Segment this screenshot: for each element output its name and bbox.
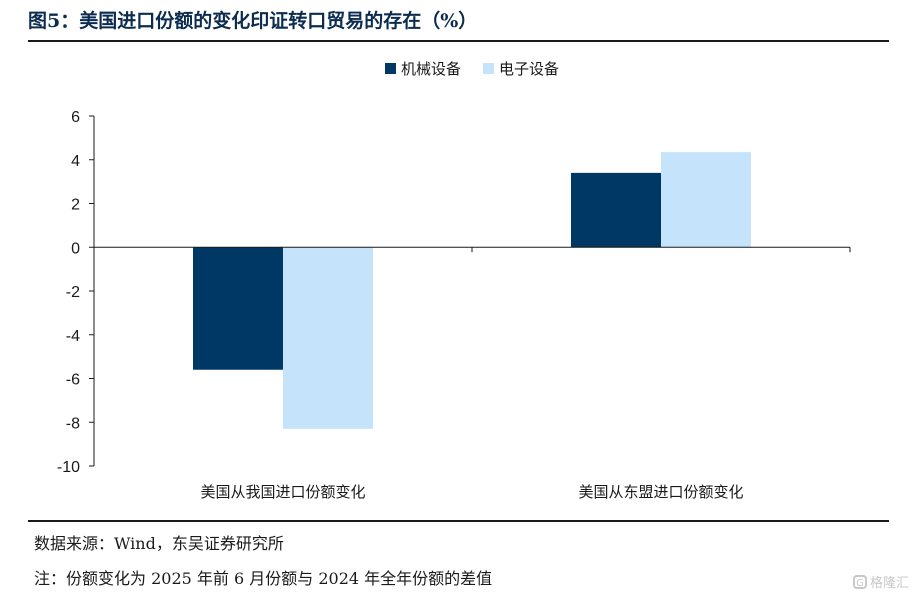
legend-swatch — [483, 63, 494, 74]
legend-label: 机械设备 — [401, 60, 461, 78]
y-tick-label: 4 — [71, 153, 80, 170]
y-tick-label: -6 — [66, 372, 80, 389]
y-tick-label: -10 — [57, 459, 80, 476]
legend-label: 电子设备 — [499, 60, 559, 78]
bar-machinery — [571, 172, 661, 248]
x-category-label: 美国从我国进口份额变化 — [200, 483, 365, 501]
legend-item: 电子设备 — [483, 60, 559, 78]
bar-electronics — [661, 152, 751, 248]
x-axis-categories: 美国从我国进口份额变化 美国从东盟进口份额变化 — [200, 483, 743, 501]
chart-legend: 机械设备 电子设备 — [384, 60, 559, 78]
bar-electronics — [283, 247, 373, 429]
y-tick-label: 6 — [71, 109, 80, 126]
y-tick-label: -2 — [66, 284, 80, 301]
bar-machinery — [193, 247, 283, 370]
y-tick-label: 0 — [71, 240, 80, 257]
top-divider — [28, 40, 889, 42]
footnote: 注：份额变化为 2025 年前 6 月份额与 2024 年全年份额的差值 — [34, 569, 493, 588]
y-tick-label: -4 — [66, 328, 80, 345]
gelonghui-logo-icon: G — [852, 574, 867, 589]
legend-swatch — [384, 63, 396, 74]
y-axis-ticks: 6 4 2 0 -2 -4 -6 -8 -10 — [57, 109, 94, 476]
x-category-label: 美国从东盟进口份额变化 — [578, 483, 743, 501]
page-title: 图5：美国进口份额的变化印证转口贸易的存在（%） — [28, 10, 478, 32]
chart-bars — [193, 152, 751, 429]
y-tick-label: 2 — [71, 197, 80, 214]
source-note: 数据来源：Wind，东吴证券研究所 — [34, 534, 284, 553]
y-tick-label: -8 — [66, 415, 80, 432]
watermark-text: 格隆汇 — [869, 576, 909, 591]
bottom-divider — [28, 520, 889, 522]
bar-chart: 机械设备 电子设备 6 4 2 0 -2 -4 -6 -8 -10 美国从我国进口份额变化 美国从东… — [57, 60, 851, 501]
legend-item: 机械设备 — [384, 60, 461, 78]
watermark: G 格隆汇 — [852, 572, 909, 591]
